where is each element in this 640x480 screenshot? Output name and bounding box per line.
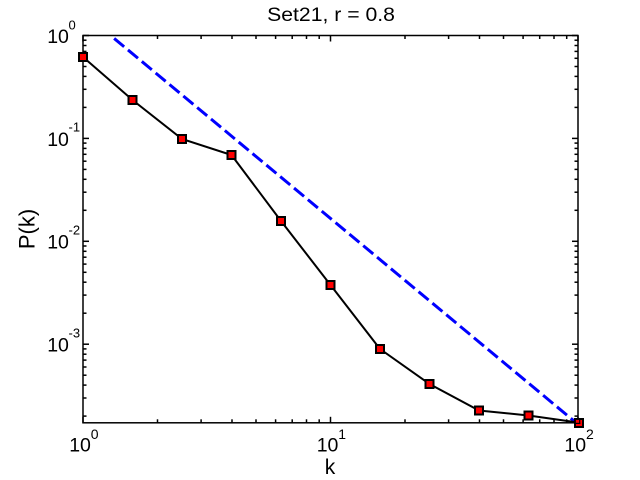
svg-text:10: 10	[47, 335, 69, 357]
svg-text:1: 1	[338, 426, 346, 442]
svg-text:10: 10	[47, 26, 69, 48]
svg-text:Set21, r = 0.8: Set21, r = 0.8	[267, 5, 395, 26]
svg-text:0: 0	[91, 426, 99, 442]
svg-text:P(k): P(k)	[15, 209, 40, 249]
svg-text:10: 10	[69, 434, 91, 456]
svg-text:-1: -1	[69, 120, 81, 135]
svg-text:0: 0	[69, 18, 76, 33]
svg-text:k: k	[325, 456, 336, 479]
svg-text:10: 10	[317, 434, 339, 456]
svg-text:10: 10	[47, 129, 69, 151]
svg-text:10: 10	[564, 434, 586, 456]
svg-text:10: 10	[47, 232, 69, 254]
svg-text:2: 2	[586, 426, 594, 442]
svg-text:-3: -3	[69, 325, 81, 340]
svg-text:-2: -2	[69, 222, 81, 237]
